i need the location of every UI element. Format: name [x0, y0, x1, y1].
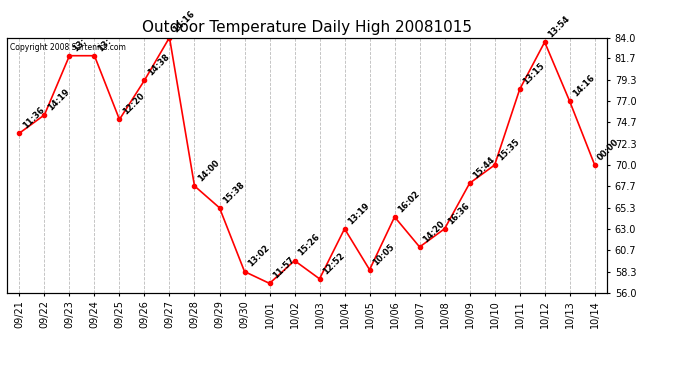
Text: Copyright 2008 Sartenics.com: Copyright 2008 Sartenics.com [10, 43, 126, 52]
Text: 15:38: 15:38 [221, 180, 246, 205]
Text: 12:52: 12:52 [321, 251, 346, 276]
Text: 13:19: 13:19 [346, 201, 371, 226]
Text: 16:02: 16:02 [396, 189, 422, 214]
Text: 13:02: 13:02 [246, 244, 271, 269]
Text: 12:20: 12:20 [121, 92, 146, 117]
Text: 13:54: 13:54 [546, 14, 571, 39]
Text: 13:: 13: [96, 36, 112, 53]
Title: Outdoor Temperature Daily High 20081015: Outdoor Temperature Daily High 20081015 [142, 20, 472, 35]
Text: 11:36: 11:36 [21, 105, 46, 130]
Text: 13:: 13: [71, 36, 88, 53]
Text: 15:35: 15:35 [496, 137, 522, 162]
Text: 16:36: 16:36 [446, 201, 471, 226]
Text: 14:16: 14:16 [171, 9, 196, 35]
Text: 10:05: 10:05 [371, 242, 396, 267]
Text: 14:19: 14:19 [46, 87, 71, 112]
Text: 11:57: 11:57 [271, 255, 296, 280]
Text: 14:16: 14:16 [571, 73, 596, 99]
Text: 15:44: 15:44 [471, 155, 496, 180]
Text: 13:15: 13:15 [521, 62, 546, 87]
Text: 15:26: 15:26 [296, 232, 322, 258]
Text: 14:38: 14:38 [146, 53, 171, 78]
Text: 00:00: 00:00 [596, 137, 621, 162]
Text: 14:00: 14:00 [196, 158, 221, 183]
Text: 14:20: 14:20 [421, 219, 446, 244]
